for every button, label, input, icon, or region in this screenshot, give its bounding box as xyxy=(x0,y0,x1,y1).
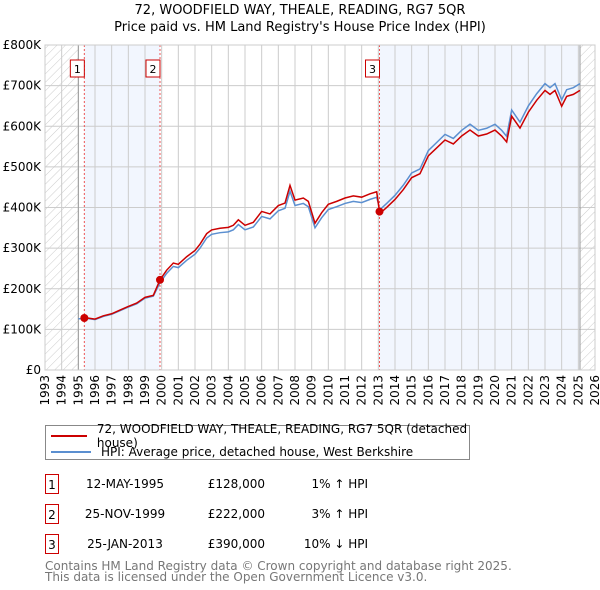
x-tick-label: 2009 xyxy=(305,375,319,406)
hpi-line xyxy=(78,82,581,321)
legend-swatch-red xyxy=(51,435,87,437)
x-tick-label: 2023 xyxy=(538,375,552,406)
y-tick-label: £700K xyxy=(3,79,43,93)
legend-item-hpi: HPI: Average price, detached house, West… xyxy=(51,444,413,460)
sale-label-box xyxy=(69,59,85,78)
sale-marker-badge: 3 xyxy=(45,534,59,554)
x-tick-label: 2016 xyxy=(421,375,435,406)
x-tick-label: 1994 xyxy=(55,375,69,406)
x-tick-label: 2015 xyxy=(405,375,419,406)
x-tick-label: 2014 xyxy=(388,375,402,406)
x-tick-label: 2002 xyxy=(188,375,202,406)
x-tick-label: 1996 xyxy=(88,375,102,406)
sale-price: £222,000 xyxy=(207,507,265,521)
x-tick-label: 2017 xyxy=(438,375,452,406)
sale-price: £128,000 xyxy=(207,477,265,491)
x-tick-label: 2020 xyxy=(488,375,502,406)
legend-label: HPI: Average price, detached house, West… xyxy=(101,445,414,459)
price-chart: 1993 1994 1995 1996 1997 1998 1999 2000 2001 2002… xyxy=(3,38,600,406)
x-tick-label: 2012 xyxy=(355,375,369,406)
sale-marker-badge: 1 xyxy=(45,474,59,494)
x-tick-label: 2022 xyxy=(521,375,535,406)
y-tick-label: £300K xyxy=(3,241,43,255)
plot-border xyxy=(44,44,596,371)
x-tick-label: 2001 xyxy=(171,375,185,406)
sale-hpi-diff: 10% ↓ HPI xyxy=(303,537,368,551)
y-tick-label: £100K xyxy=(3,322,43,336)
sale-marker-badge: 2 xyxy=(45,504,59,524)
x-tick-label: 1995 xyxy=(71,375,85,406)
legend-label: 72, WOODFIELD WAY, THEALE, READING, RG7 … xyxy=(96,422,468,450)
x-tick-label: 2026 xyxy=(588,375,600,406)
chart-title: 72, WOODFIELD WAY, THEALE, READING, RG7 … xyxy=(134,3,466,18)
sale-hpi-diff: 1% ↑ HPI xyxy=(311,477,368,491)
legend: 72, WOODFIELD WAY, THEALE, READING, RG7 … xyxy=(45,422,470,460)
x-tick-label: 1997 xyxy=(105,375,119,406)
x-tick-label: 2008 xyxy=(288,375,302,406)
footer-copyright: Contains HM Land Registry data © Crown c… xyxy=(45,559,512,573)
x-tick-label: 1999 xyxy=(138,375,152,406)
sale-label: 2 xyxy=(150,63,157,76)
property-price-line xyxy=(84,89,581,320)
sale-label: 1 xyxy=(74,63,81,76)
x-tick-label: 2006 xyxy=(255,375,269,406)
x-tick-label: 2011 xyxy=(338,375,352,406)
y-tick-label: £500K xyxy=(3,160,43,174)
x-tick-label: 2010 xyxy=(321,375,335,406)
x-tick-label: 2005 xyxy=(238,375,252,406)
y-tick-label: £0 xyxy=(26,363,41,377)
table-row: 1 12-MAY-1995 £128,000 1% ↑ HPI xyxy=(45,474,465,496)
y-tick-label: £200K xyxy=(3,282,43,296)
x-tick-label: 2021 xyxy=(505,375,519,406)
sale-date: 25-JAN-2013 xyxy=(87,537,163,551)
x-tick-label: 2018 xyxy=(455,375,469,406)
legend-swatch-blue xyxy=(51,451,91,453)
x-tick-label: 2000 xyxy=(155,375,169,406)
x-tick-label: 2004 xyxy=(221,375,235,406)
y-tick-label: £600K xyxy=(3,119,43,133)
chart-subtitle: Price paid vs. HM Land Registry's House … xyxy=(114,20,486,35)
sale-date: 25-NOV-1999 xyxy=(84,507,166,521)
sale-hpi-diff: 3% ↑ HPI xyxy=(311,507,368,521)
sale-point xyxy=(80,314,89,322)
y-tick-label: £400K xyxy=(3,201,43,215)
table-row: 3 25-JAN-2013 £390,000 10% ↓ HPI xyxy=(45,534,465,556)
sale-date: 12-MAY-1995 xyxy=(85,477,164,491)
legend-item-property: 72, WOODFIELD WAY, THEALE, READING, RG7 … xyxy=(51,422,469,450)
x-tick-label: 1993 xyxy=(38,375,52,406)
x-tick-label: 1998 xyxy=(121,375,135,406)
x-tick-label: 2025 xyxy=(571,375,585,406)
x-tick-label: 2003 xyxy=(205,375,219,406)
x-tick-label: 2024 xyxy=(555,375,569,406)
sale-label-box xyxy=(145,59,161,78)
x-tick-label: 2013 xyxy=(371,375,385,406)
sale-price: £390,000 xyxy=(207,537,265,551)
sale-label-box xyxy=(365,59,380,78)
x-tick-label: 2019 xyxy=(471,375,485,406)
footer-licence: This data is licensed under the Open Gov… xyxy=(45,570,428,584)
table-row: 2 25-NOV-1999 £222,000 3% ↑ HPI xyxy=(45,504,465,526)
sale-label: 3 xyxy=(369,63,376,76)
sale-point xyxy=(156,275,164,284)
y-tick-label: £800K xyxy=(3,38,43,52)
sale-point xyxy=(375,207,384,216)
x-tick-label: 2007 xyxy=(271,375,285,406)
